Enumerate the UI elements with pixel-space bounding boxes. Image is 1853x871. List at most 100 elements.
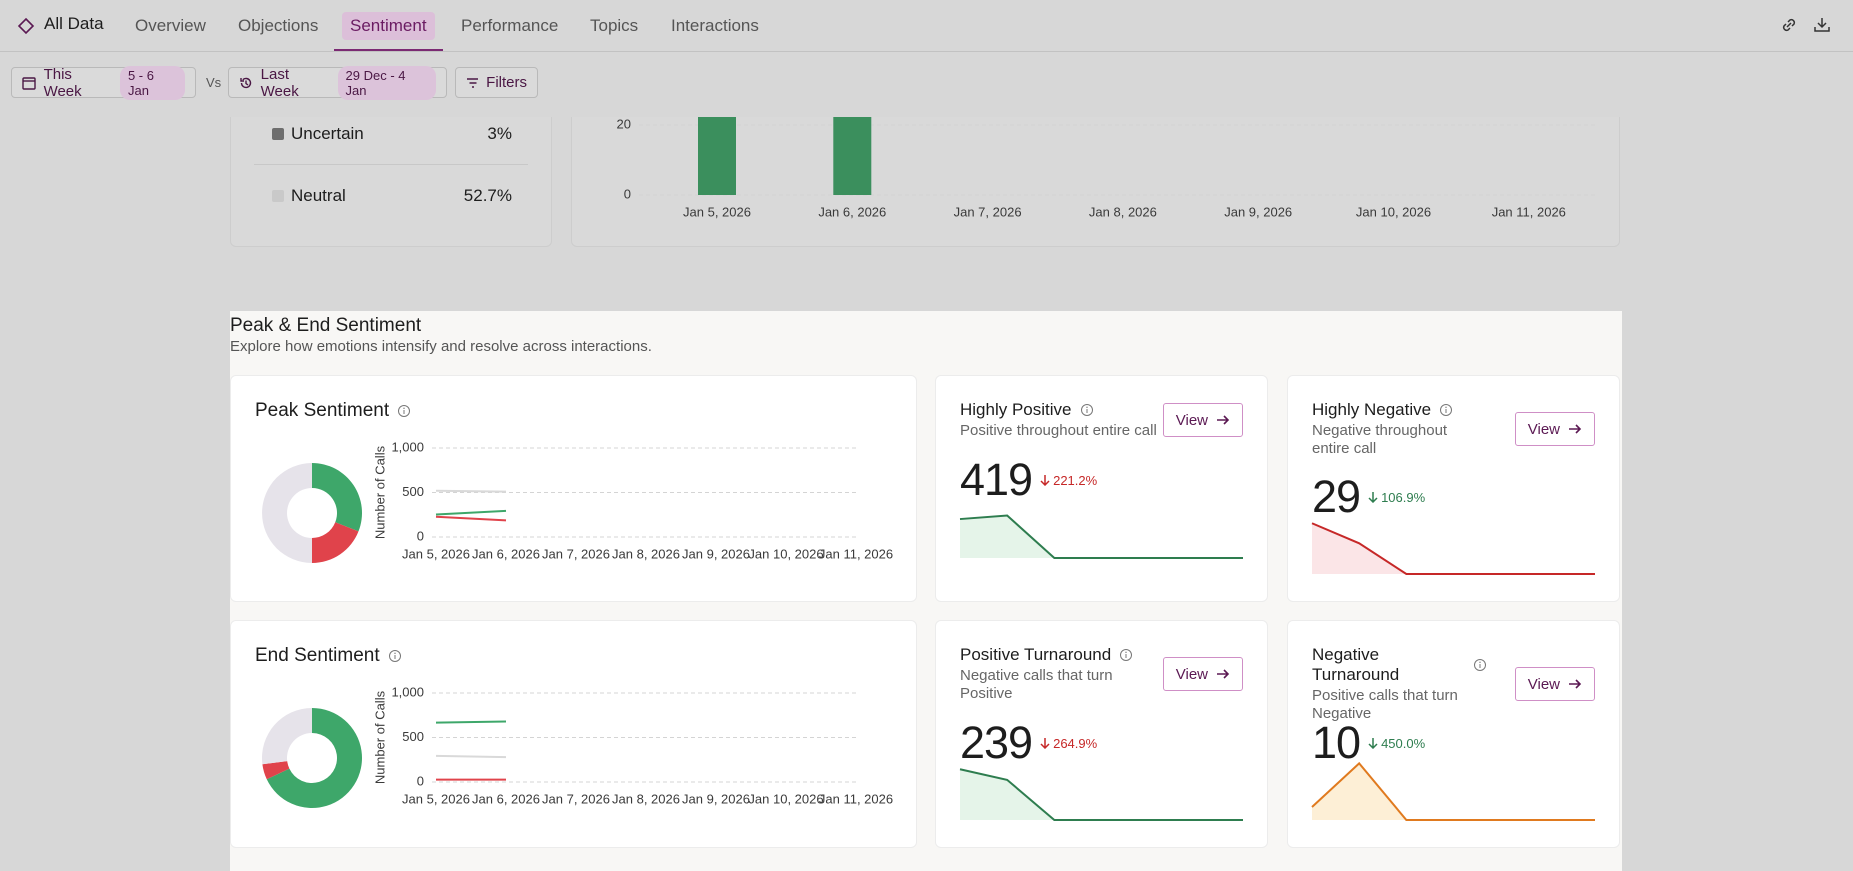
metric-header: Negative Turnaround Positive calls that t… [1312, 645, 1595, 723]
filters-button[interactable]: Filters [455, 67, 538, 98]
legend-value: 52.7% [463, 186, 512, 205]
metric-title: Highly Positive [960, 400, 1072, 419]
period-range: 5 - 6 Jan [119, 65, 185, 100]
period-label: This Week [43, 65, 82, 100]
metric-text: Highly Negative Negative throughout entir… [1312, 400, 1487, 458]
arrow-icon [1217, 415, 1230, 425]
metric-card: Positive Turnaround Negative calls that t… [935, 620, 1268, 848]
metric-number-row: 239 264.9% [960, 718, 1097, 768]
period-range: 29 Dec - 4 Jan [337, 65, 436, 100]
end-card: End Sentiment [230, 620, 917, 848]
view-label[interactable]: View [1527, 675, 1560, 693]
down-arrow [1368, 738, 1378, 749]
info-icon[interactable] [1439, 403, 1453, 417]
down-arrow [1040, 475, 1050, 486]
card-title-row: End Sentiment [255, 645, 402, 667]
delta-text: 221.2% [1053, 472, 1098, 488]
arrow-icon [1217, 669, 1230, 679]
down-arrow [1040, 738, 1050, 749]
period-label: Last Week [260, 65, 299, 100]
metric-subtitle: Negative throughout entire call [1312, 422, 1448, 457]
metric-subtitle: Positive calls that turn Negative [1312, 687, 1458, 722]
nav-tab[interactable]: Overview [135, 16, 206, 35]
down-arrow [1368, 492, 1378, 503]
delta-text: 450.0% [1381, 735, 1426, 751]
view-button[interactable]: View [1162, 657, 1243, 691]
metric-title-row: Highly Negative [1312, 400, 1487, 420]
vs-label: Vs [206, 75, 222, 90]
metric-title-row: Negative Turnaround [1312, 645, 1487, 685]
link-icon[interactable] [1780, 16, 1798, 34]
metric-title: Positive Turnaround [960, 645, 1112, 664]
separator [254, 164, 528, 165]
metric-delta: 221.2% [1040, 473, 1097, 488]
metric-title: Highly Negative [1312, 400, 1432, 419]
section-subtitle: Explore how emotions intensify and resol… [230, 338, 652, 355]
delta-text: 106.9% [1381, 489, 1426, 505]
info-icon[interactable] [1080, 403, 1094, 417]
metric-header: Highly Positive Positive throughout entir… [960, 400, 1243, 440]
metric-value: 419 [960, 454, 1033, 505]
view-button[interactable]: View [1162, 403, 1243, 437]
metric-value: 29 [1312, 471, 1361, 522]
tab-underline [334, 49, 443, 51]
info-icon[interactable] [397, 404, 411, 418]
metric-title-row: Positive Turnaround [960, 645, 1135, 665]
metric-value: 239 [960, 717, 1033, 768]
metric-title-row: Highly Positive [960, 400, 1163, 420]
download-icon[interactable] [1813, 16, 1831, 34]
nav-tab[interactable]: Sentiment [342, 12, 435, 40]
metric-number-row: 10 450.0% [1312, 718, 1425, 768]
metric-title: Negative Turnaround [1312, 645, 1400, 684]
metric-card: Negative Turnaround Positive calls that t… [1287, 620, 1620, 848]
card-title-row: Peak Sentiment [255, 400, 411, 422]
info-icon[interactable] [1119, 648, 1133, 662]
metric-text: Highly Positive Positive throughout entir… [960, 400, 1163, 440]
view-label[interactable]: View [1527, 420, 1560, 438]
peak-card: Peak Sentiment [230, 375, 917, 602]
nav-tab[interactable]: Topics [590, 16, 639, 35]
view-button[interactable]: View [1514, 667, 1595, 701]
nav-tab[interactable]: Performance [461, 16, 559, 35]
metric-number-row: 29 106.9% [1312, 472, 1425, 522]
metric-card: Highly Negative Negative throughout entir… [1287, 375, 1620, 602]
delta-text: 264.9% [1053, 735, 1098, 751]
metric-header: Highly Negative Negative throughout entir… [1312, 400, 1595, 458]
legend-label: Neutral [291, 186, 346, 205]
filters-label: Filters [486, 74, 527, 91]
metric-header: Positive Turnaround Negative calls that t… [960, 645, 1243, 703]
brand[interactable]: All Data [44, 14, 104, 33]
brand-icon [17, 17, 35, 35]
history-icon [240, 77, 252, 88]
view-label[interactable]: View [1175, 665, 1208, 683]
metric-subtitle: Positive throughout entire call [960, 422, 1157, 439]
card-title: End Sentiment [255, 645, 380, 666]
card-title: Peak Sentiment [255, 400, 390, 421]
metric-delta: 106.9% [1368, 490, 1425, 505]
metric-text: Negative Turnaround Positive calls that t… [1312, 645, 1487, 723]
arrow-icon [1569, 679, 1582, 689]
nav-tab[interactable]: Interactions [671, 16, 759, 35]
view-label[interactable]: View [1175, 411, 1208, 429]
metric-subtitle: Negative calls that turn Positive [960, 667, 1113, 702]
arrow-icon [1569, 424, 1582, 434]
previous-period[interactable]: Last Week 29 Dec - 4 Jan [228, 65, 447, 100]
metric-card: Highly Positive Positive throughout entir… [935, 375, 1268, 602]
filter-icon [467, 77, 479, 88]
nav-tab[interactable]: Objections [238, 16, 319, 35]
header: All Data Overview Objections Sentiment Perf… [0, 0, 1853, 117]
metric-delta: 450.0% [1368, 736, 1425, 751]
legend-label: Uncertain [291, 124, 364, 143]
info-icon[interactable] [1473, 658, 1487, 672]
legend-value: 3% [487, 124, 512, 143]
current-period[interactable]: This Week 5 - 6 Jan [11, 65, 196, 100]
calendar-icon [22, 76, 36, 90]
nav-border [0, 51, 1853, 52]
view-button[interactable]: View [1514, 412, 1595, 446]
legend-swatch [272, 190, 284, 202]
legend-swatch [272, 128, 284, 140]
metric-text: Positive Turnaround Negative calls that t… [960, 645, 1135, 703]
section-title: Peak & End Sentiment [230, 315, 422, 336]
info-icon[interactable] [388, 649, 402, 663]
